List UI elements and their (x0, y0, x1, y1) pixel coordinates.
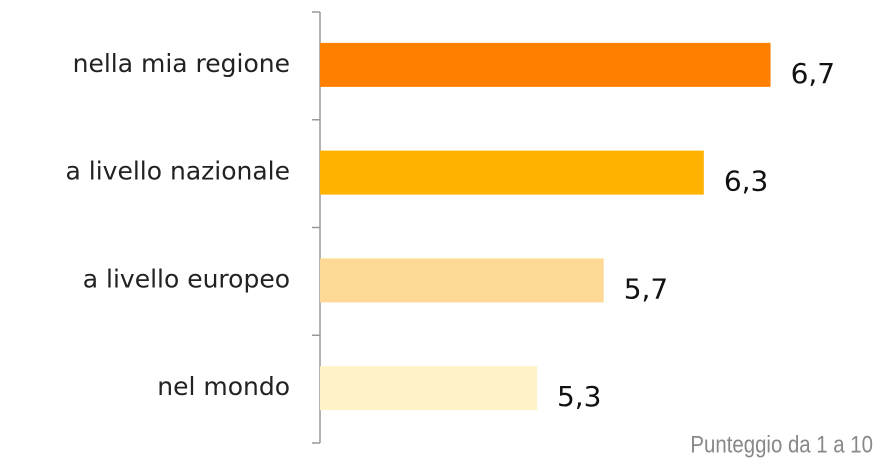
category-label: a livello europeo (83, 264, 290, 293)
value-label: 6,7 (791, 57, 836, 90)
category-label: nel mondo (157, 372, 290, 401)
value-label: 6,3 (724, 165, 769, 198)
bar (320, 150, 704, 195)
bar (320, 366, 537, 411)
category-label: a livello nazionale (66, 157, 291, 186)
bar (320, 42, 771, 87)
category-label: nella mia regione (73, 49, 290, 78)
bar (320, 258, 604, 303)
value-label: 5,7 (624, 272, 669, 305)
note: Punteggio da 1 a 10 (690, 431, 873, 458)
value-label: 5,3 (557, 380, 602, 413)
